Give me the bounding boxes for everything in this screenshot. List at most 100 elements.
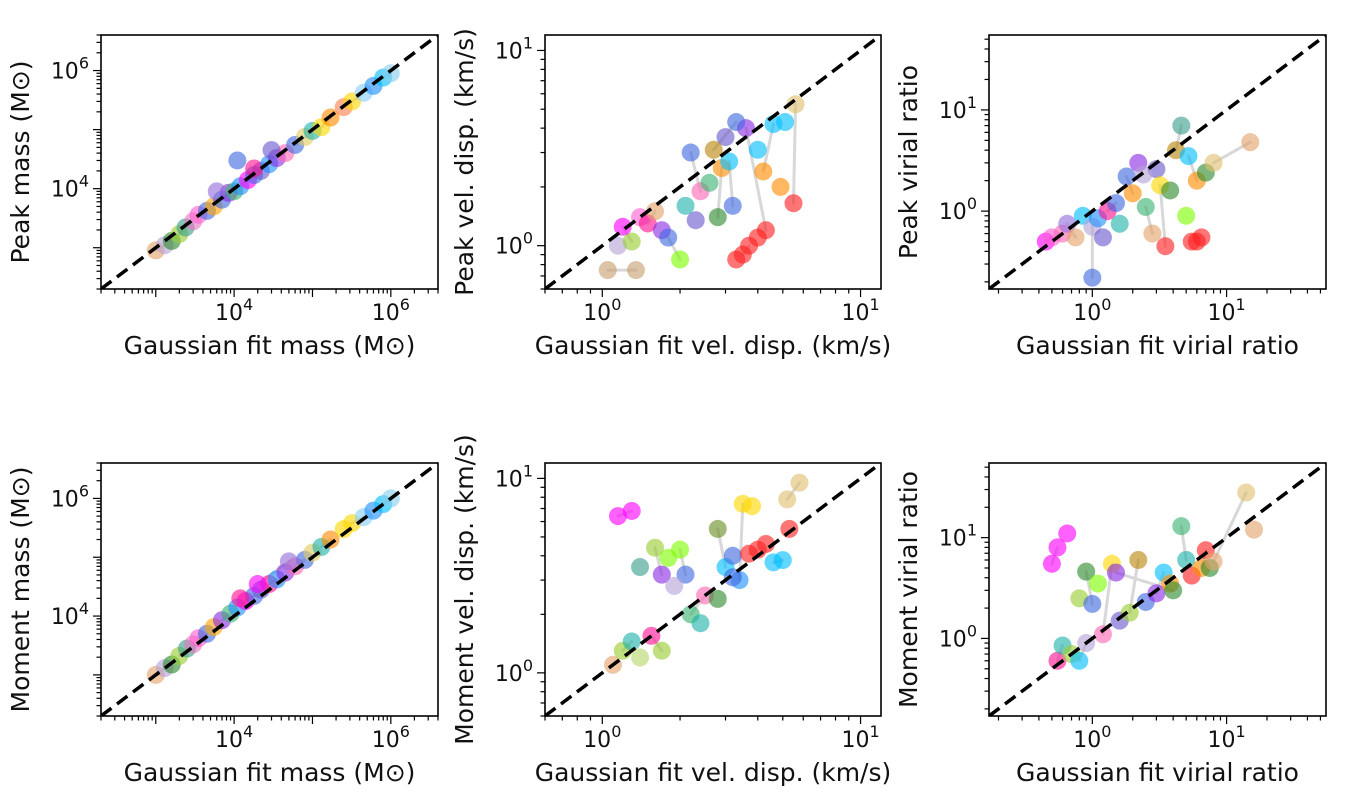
y-tick-label: 100 [495, 656, 533, 687]
data-point [622, 632, 641, 651]
tick-exponent: 4 [243, 722, 253, 741]
data-point [708, 519, 727, 538]
tick-base: 10 [939, 527, 967, 552]
tick-base: 10 [583, 728, 611, 753]
y-tick-label: 106 [51, 481, 89, 512]
plot-area [545, 35, 881, 289]
tick-exponent: 6 [400, 722, 410, 741]
data-point [708, 208, 727, 227]
y-axis-label: Peak mass (M⊙) [6, 60, 35, 263]
data-point [1241, 133, 1260, 152]
tick-exponent: 0 [1101, 295, 1111, 314]
x-axis-label: Gaussian fit mass (M⊙) [124, 331, 416, 360]
x-axis-label: Gaussian fit virial ratio [1016, 331, 1299, 360]
data-point [1077, 562, 1096, 581]
data-point [622, 232, 641, 251]
axes-frame [100, 462, 439, 717]
data-point [646, 202, 665, 221]
axes-frame [988, 462, 1327, 717]
y-tick-label: 101 [495, 461, 533, 492]
connector-line [744, 126, 768, 232]
data-point [1156, 237, 1175, 256]
data-point [727, 113, 746, 132]
data-point [262, 141, 281, 160]
data-point [676, 196, 695, 215]
x-tick-label: 100 [1073, 722, 1111, 753]
data-point [1123, 184, 1142, 203]
data-point [691, 614, 710, 633]
data-point [754, 162, 773, 181]
x-tick-label: 100 [583, 722, 621, 753]
tick-exponent: 1 [1235, 295, 1245, 314]
data-point [1066, 228, 1085, 247]
tick-exponent: 6 [400, 295, 410, 314]
y-axis-label: Peak virial ratio [894, 65, 923, 259]
data-point [748, 140, 767, 159]
axes-frame [988, 34, 1327, 290]
data-point [1237, 483, 1256, 502]
tick-exponent: 6 [79, 54, 89, 73]
y-axis-label: Moment mass (M⊙) [6, 467, 35, 713]
data-point [681, 143, 700, 162]
data-point [1245, 520, 1263, 539]
data-point [1172, 517, 1191, 536]
tick-exponent: 0 [611, 295, 621, 314]
data-point [1048, 538, 1067, 557]
tick-base: 10 [1073, 728, 1101, 753]
data-point [1106, 563, 1125, 582]
data-point [248, 575, 267, 594]
data-point [279, 552, 298, 571]
one-to-one-line [989, 463, 1326, 716]
data-point [1172, 116, 1191, 135]
tick-base: 10 [1073, 301, 1101, 326]
tick-base: 10 [939, 99, 967, 124]
x-tick-label: 100 [583, 295, 621, 326]
y-tick-label: 106 [51, 54, 89, 85]
data-point [671, 250, 690, 269]
data-point [1136, 197, 1155, 216]
tick-base: 10 [372, 728, 400, 753]
x-axis-label: Gaussian fit mass (M⊙) [124, 758, 416, 787]
x-tick-label: 104 [215, 722, 253, 753]
data-point [700, 173, 719, 192]
tick-base: 10 [495, 467, 523, 492]
data-point [1058, 524, 1077, 543]
data-point [598, 261, 617, 280]
data-point [613, 217, 632, 236]
data-point [608, 236, 627, 255]
tick-base: 10 [51, 178, 79, 203]
data-point [1083, 268, 1102, 287]
data-point [720, 152, 739, 171]
x-tick-label: 101 [1207, 722, 1245, 753]
tick-base: 10 [215, 301, 243, 326]
x-axis-label: Gaussian fit vel. disp. (km/s) [535, 331, 892, 360]
data-point [778, 490, 797, 509]
tick-exponent: 1 [1235, 722, 1245, 741]
tick-exponent: 0 [523, 229, 533, 248]
data-point [1088, 574, 1107, 593]
data-point [652, 641, 671, 660]
data-point [1143, 224, 1162, 243]
data-point [1117, 167, 1136, 186]
y-tick-label: 100 [939, 621, 977, 652]
y-tick-label: 101 [495, 33, 533, 64]
data-point [1179, 147, 1198, 166]
data-point [756, 534, 775, 553]
data-point [631, 558, 650, 577]
data-point [245, 159, 264, 178]
data-point [1177, 206, 1196, 225]
data-point [1042, 554, 1061, 573]
tick-base: 10 [1207, 301, 1235, 326]
data-point [716, 128, 735, 147]
y-tick-label: 100 [939, 194, 977, 225]
one-to-one-line [545, 463, 881, 716]
tick-exponent: 1 [869, 295, 879, 314]
data-point [671, 540, 690, 559]
plot-area [101, 463, 438, 716]
data-point [652, 565, 671, 584]
data-point [1093, 228, 1112, 247]
x-tick-label: 100 [1073, 295, 1111, 326]
